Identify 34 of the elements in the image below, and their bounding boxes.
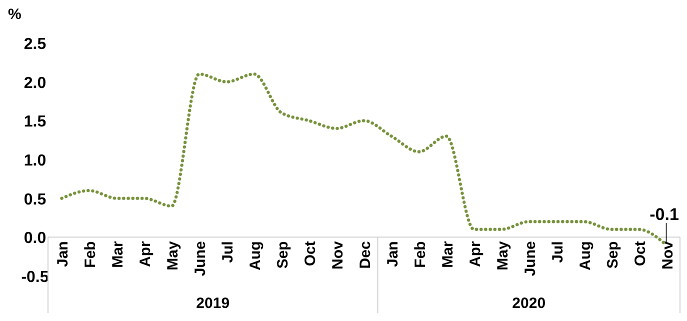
x-tick-label: Apr (466, 241, 484, 268)
x-tick-label: Apr (137, 241, 154, 268)
x-tick-label: June (522, 241, 539, 276)
x-tick-label: May (494, 240, 512, 270)
x-tick-label: Mar (439, 241, 456, 268)
x-tick-label: Oct (302, 241, 320, 266)
x-tick-label: Sep (274, 241, 292, 269)
x-tick-label: May (164, 240, 182, 270)
y-tick-label: 1.5 (24, 114, 46, 131)
x-tick-label: Feb (82, 241, 100, 268)
x-tick-label: Jul (220, 241, 237, 263)
x-tick-label: Mar (110, 241, 127, 268)
text: 2019 (196, 295, 230, 312)
x-tick-label: Nov (330, 240, 347, 270)
y-tick-label: 2.5 (24, 36, 46, 53)
y-tick-label: 1.0 (24, 152, 46, 170)
x-tick-label: Oct (632, 241, 649, 266)
x-tick-label: Jul (549, 241, 566, 263)
x-tick-label: Sep (604, 241, 622, 269)
x-tick-label: Aug (247, 241, 264, 270)
y-axis-title: % (8, 6, 22, 23)
x-tick-label: June (192, 241, 210, 276)
x-tick-label: Jan (384, 241, 402, 268)
y-tick-label: 2.0 (24, 74, 46, 92)
x-tick-label: Jan (54, 241, 72, 268)
data-label: -0.1 (650, 204, 679, 224)
x-tick-label: Dec (357, 241, 374, 269)
x-tick-label: Nov (659, 240, 676, 270)
x-tick-label: Feb (412, 241, 429, 268)
y-tick-label: 0.0 (24, 230, 46, 248)
text: 2020 (512, 295, 546, 312)
x-tick-label: Aug (576, 241, 594, 270)
y-tick-label: -0.5 (21, 269, 49, 286)
y-tick-label: 0.5 (24, 191, 46, 208)
